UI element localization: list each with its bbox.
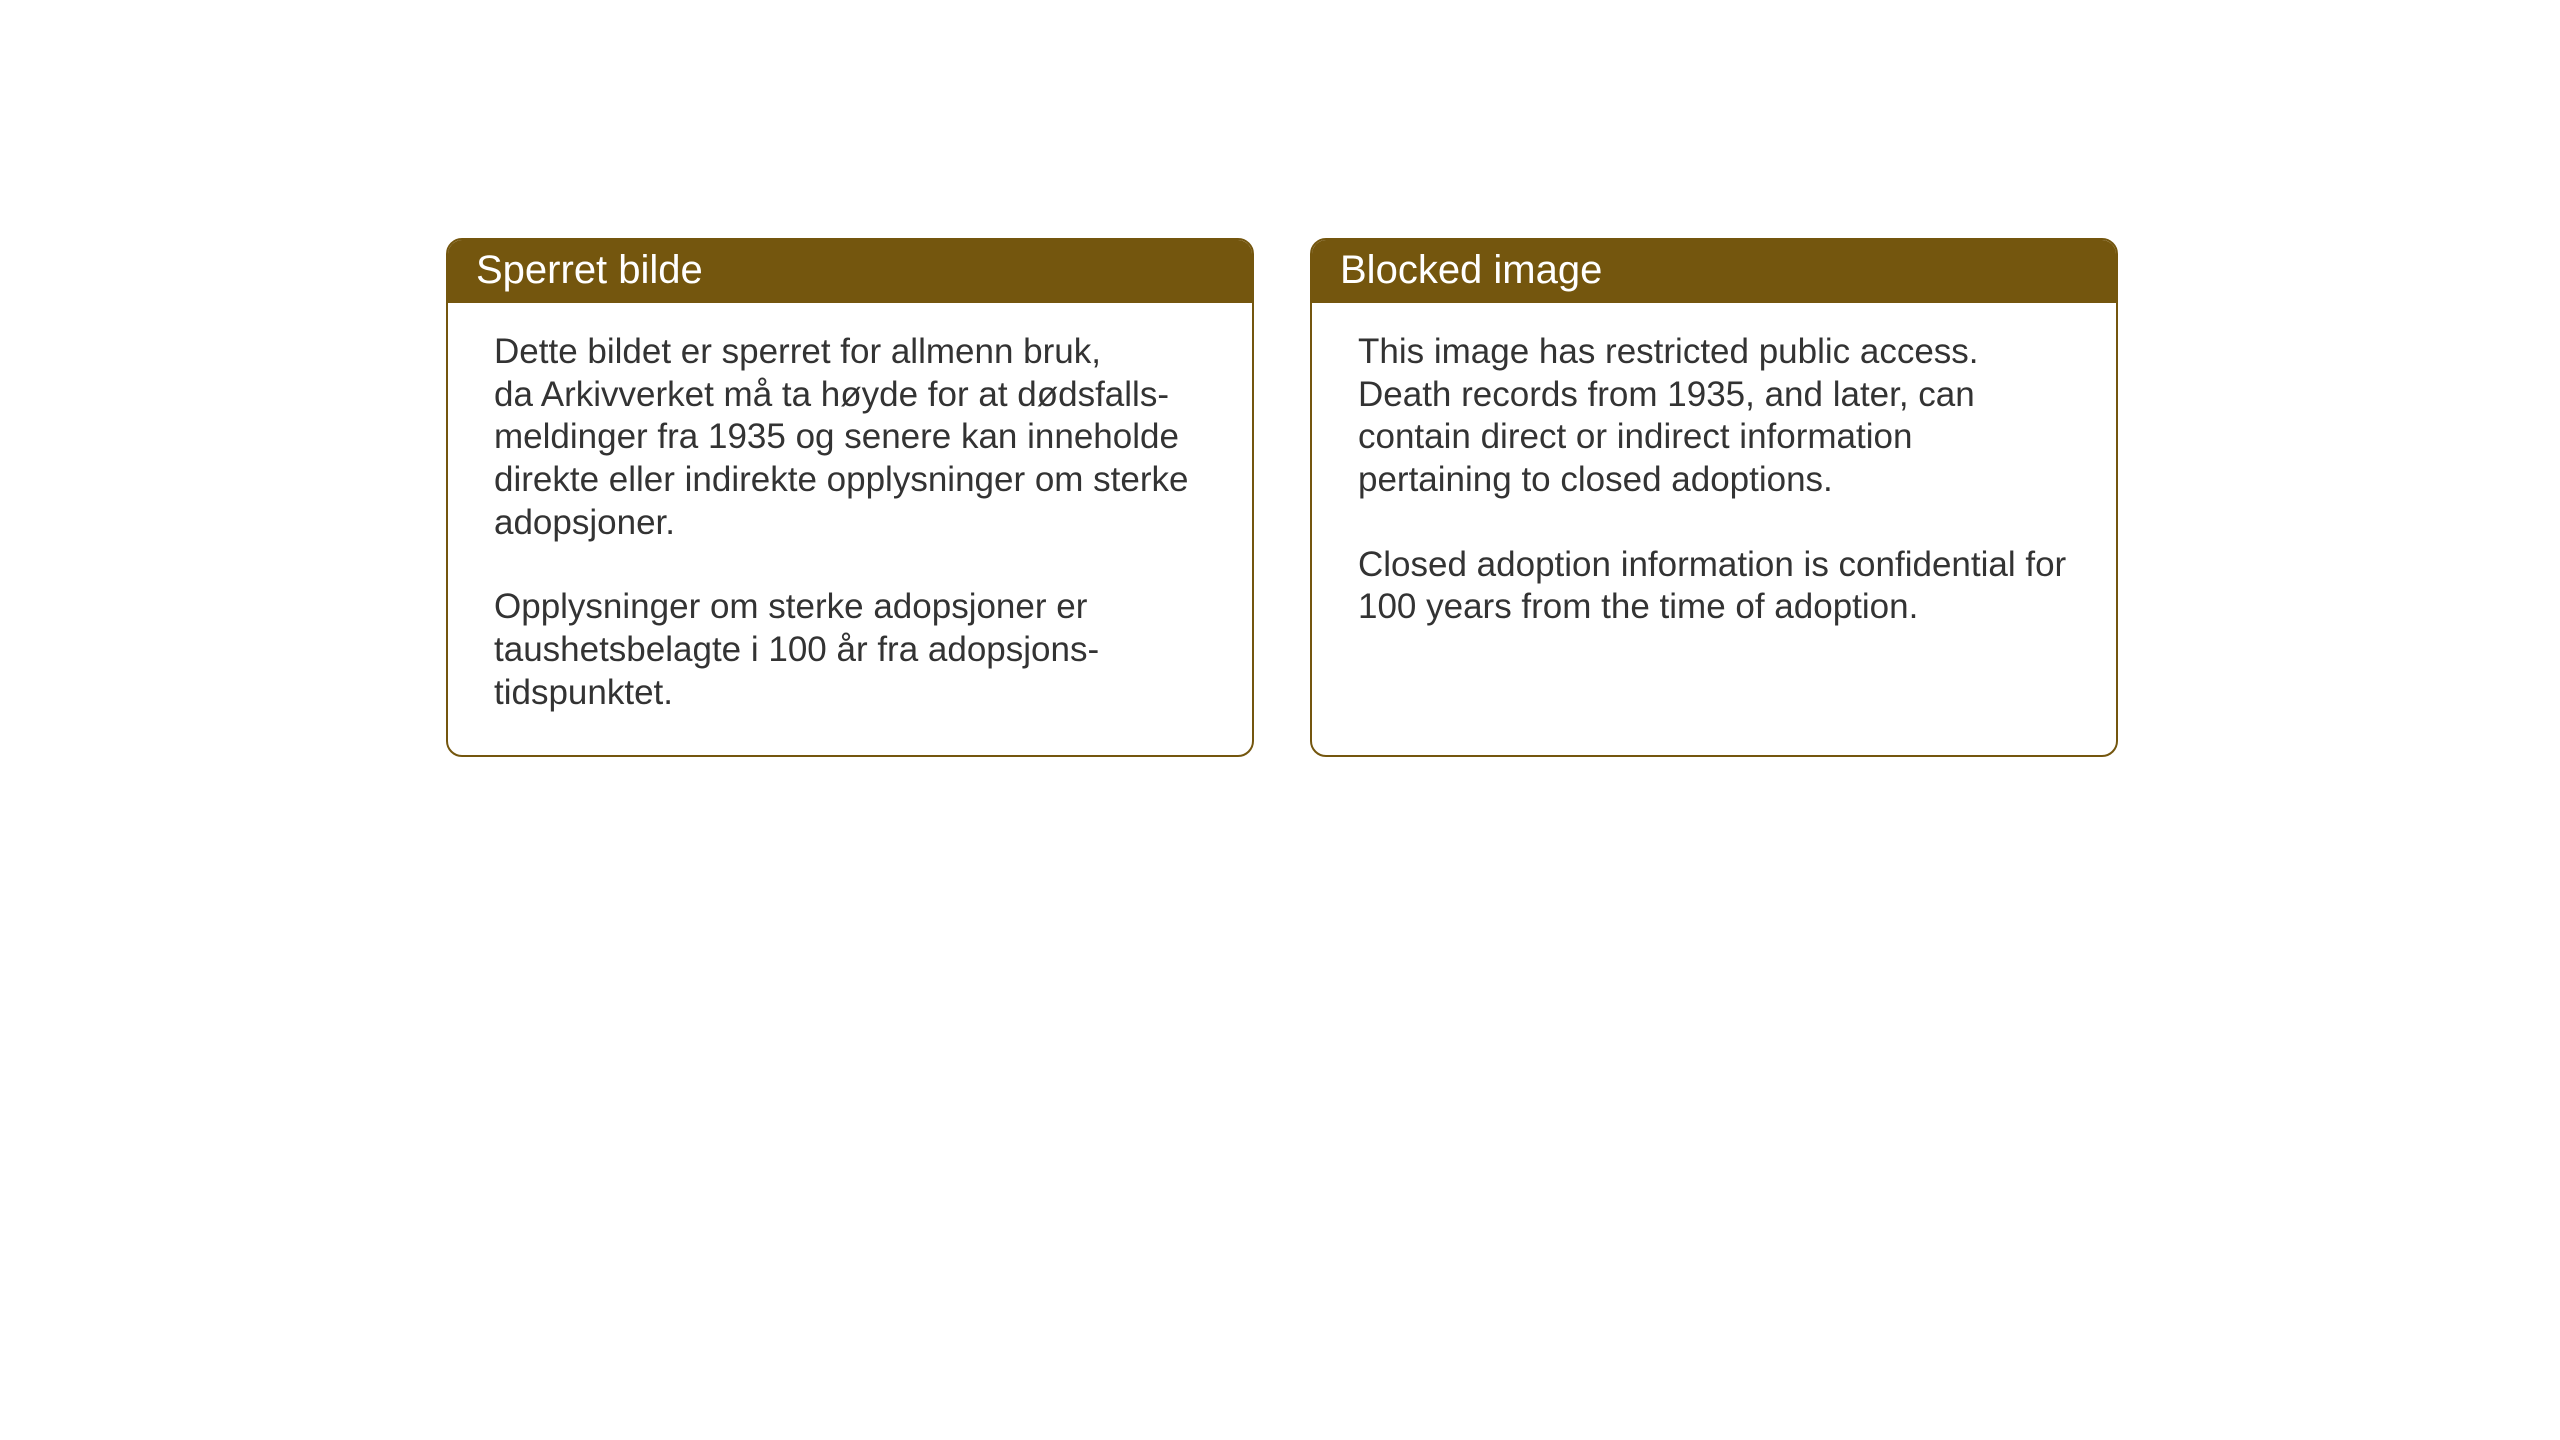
- notice-paragraph: Opplysninger om sterke adopsjoner ertaus…: [494, 586, 1206, 714]
- notice-box-english: Blocked image This image has restricted …: [1310, 238, 2118, 757]
- notice-paragraph: This image has restricted public access.…: [1358, 331, 2070, 502]
- notice-box-norwegian: Sperret bilde Dette bildet er sperret fo…: [446, 238, 1254, 757]
- notice-paragraph: Dette bildet er sperret for allmenn bruk…: [494, 331, 1206, 544]
- notice-body-norwegian: Dette bildet er sperret for allmenn bruk…: [448, 303, 1252, 755]
- notice-header-english: Blocked image: [1312, 240, 2116, 303]
- notice-paragraph: Closed adoption information is confident…: [1358, 544, 2070, 629]
- notice-container: Sperret bilde Dette bildet er sperret fo…: [446, 238, 2118, 757]
- notice-body-english: This image has restricted public access.…: [1312, 303, 2116, 669]
- notice-header-norwegian: Sperret bilde: [448, 240, 1252, 303]
